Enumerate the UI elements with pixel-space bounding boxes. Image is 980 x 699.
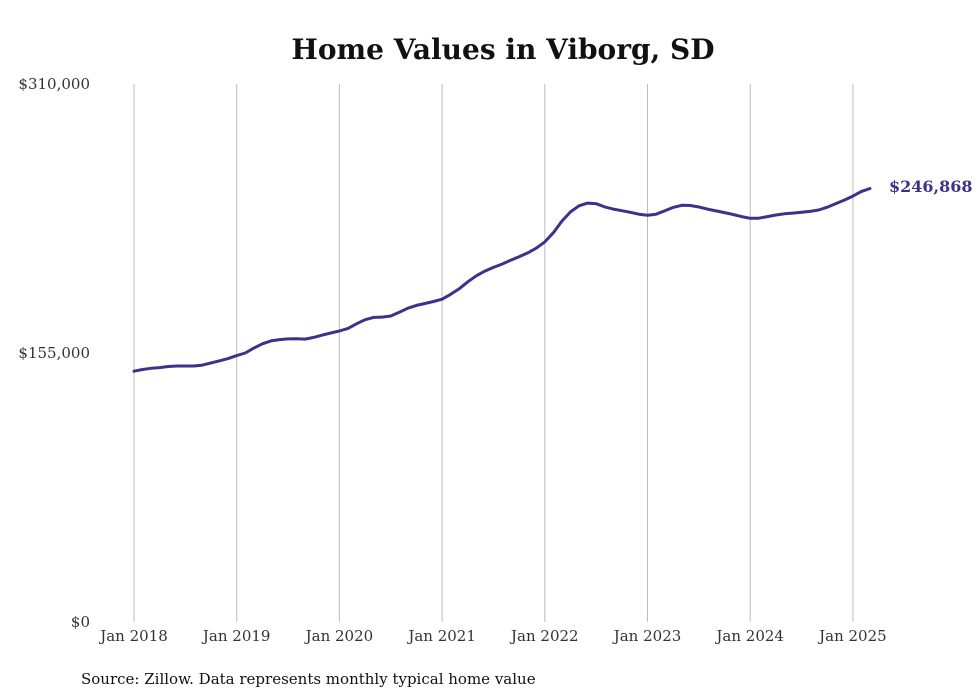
x-axis-tick-labels: Jan 2018 Jan 2019 Jan 2020 Jan 2021 Jan 2022… <box>98 627 886 645</box>
y-tick-label: $0 <box>71 613 90 631</box>
x-tick-label: Jan 2019 <box>201 627 271 645</box>
x-tick-label: Jan 2021 <box>406 627 476 645</box>
y-axis-tick-labels: $0 $155,000 $310,000 <box>18 75 90 631</box>
latest-value-label: $246,868 <box>889 177 973 196</box>
vertical-gridlines <box>133 84 854 622</box>
x-tick-label: Jan 2022 <box>509 627 579 645</box>
x-tick-label: Jan 2018 <box>98 627 168 645</box>
x-tick-label: Jan 2023 <box>612 627 682 645</box>
y-tick-label: $155,000 <box>18 344 90 362</box>
home-value-series-line <box>132 187 872 373</box>
chart-title: Home Values in Viborg, SD <box>291 33 714 66</box>
source-note: Source: Zillow. Data represents monthly … <box>81 670 536 688</box>
x-tick-label: Jan 2025 <box>817 627 887 645</box>
x-tick-label: Jan 2024 <box>714 627 784 645</box>
y-tick-label: $310,000 <box>18 75 90 93</box>
x-tick-label: Jan 2020 <box>304 627 374 645</box>
